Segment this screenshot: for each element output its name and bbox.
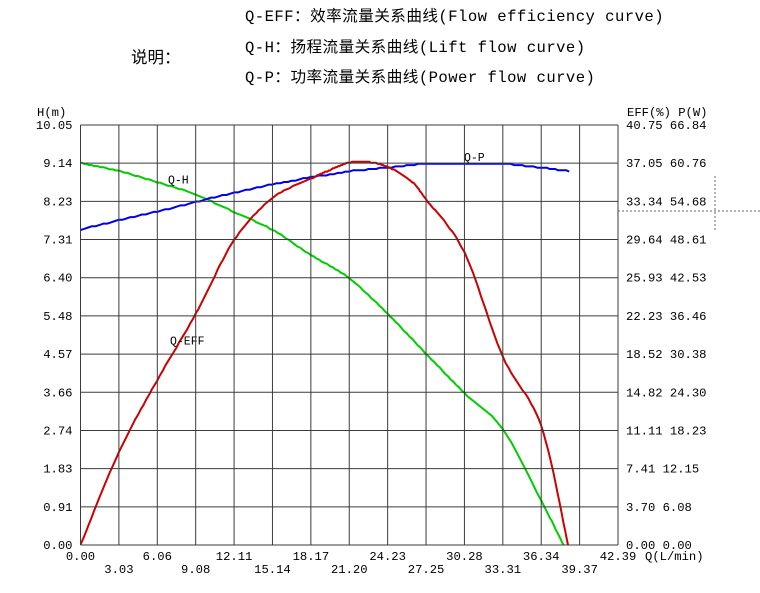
svg-text:12.11: 12.11 (216, 550, 253, 564)
svg-text:Q(L/min): Q(L/min) (645, 550, 704, 564)
svg-text:3.66: 3.66 (43, 386, 72, 400)
svg-text:30.28: 30.28 (446, 550, 483, 564)
svg-text:24.23: 24.23 (369, 550, 406, 564)
svg-text:0.91: 0.91 (43, 501, 72, 515)
svg-text:18.52 30.38: 18.52 30.38 (626, 348, 706, 362)
svg-text:14.82 24.30: 14.82 24.30 (626, 386, 706, 400)
svg-text:H(m): H(m) (37, 106, 66, 120)
svg-text:22.23 36.46: 22.23 36.46 (626, 310, 706, 324)
svg-text:36.34: 36.34 (523, 550, 560, 564)
svg-text:42.39: 42.39 (600, 550, 637, 564)
svg-text:15.14: 15.14 (254, 563, 291, 577)
svg-text:27.25: 27.25 (408, 563, 445, 577)
svg-text:3.70 6.08: 3.70 6.08 (626, 501, 692, 515)
svg-text:2.74: 2.74 (43, 425, 72, 439)
svg-text:3.03: 3.03 (104, 563, 133, 577)
svg-text:1.83: 1.83 (43, 463, 72, 477)
svg-text:11.11 18.23: 11.11 18.23 (626, 425, 706, 439)
svg-text:0.00: 0.00 (66, 550, 95, 564)
svg-text:18.17: 18.17 (293, 550, 330, 564)
svg-text:7.31: 7.31 (43, 234, 72, 248)
svg-text:9.08: 9.08 (181, 563, 210, 577)
svg-text:6.06: 6.06 (143, 550, 172, 564)
svg-text:4.57: 4.57 (43, 348, 72, 362)
svg-text:25.93 42.53: 25.93 42.53 (626, 272, 706, 286)
svg-text:6.40: 6.40 (43, 272, 72, 286)
svg-text:7.41 12.15: 7.41 12.15 (626, 463, 699, 477)
svg-text:29.64 48.61: 29.64 48.61 (626, 234, 706, 248)
svg-text:10.05: 10.05 (36, 119, 73, 133)
svg-text:21.20: 21.20 (331, 563, 368, 577)
svg-text:33.34 54.68: 33.34 54.68 (626, 195, 706, 209)
svg-text:5.48: 5.48 (43, 310, 72, 324)
svg-text:8.23: 8.23 (43, 195, 72, 209)
svg-text:Q-EFF: Q-EFF (170, 336, 205, 349)
svg-text:33.31: 33.31 (485, 563, 522, 577)
svg-text:EFF(%) P(W): EFF(%) P(W) (627, 106, 707, 120)
svg-text:9.14: 9.14 (43, 157, 72, 171)
svg-text:Q-H: Q-H (168, 175, 189, 188)
svg-text:40.75 66.84: 40.75 66.84 (626, 119, 706, 133)
svg-text:37.05 60.76: 37.05 60.76 (626, 157, 706, 171)
svg-text:39.37: 39.37 (561, 563, 598, 577)
